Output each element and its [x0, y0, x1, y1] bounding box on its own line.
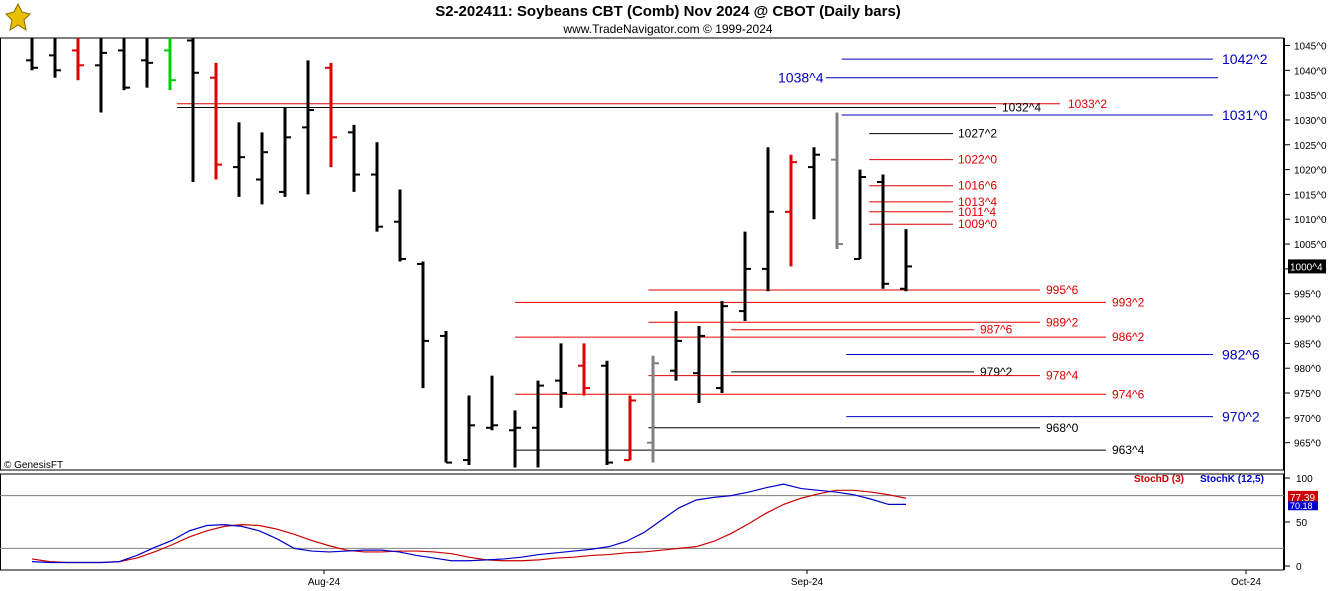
level-label: 1032^4 — [1002, 101, 1041, 115]
level-label: 968^0 — [1046, 421, 1079, 435]
price-tick-label: 970^0 — [1294, 414, 1321, 425]
stochk-value-box — [1288, 501, 1318, 511]
stochk-value-label: 70.18 — [1290, 501, 1313, 511]
stochastic-tick-label: 100 — [1296, 474, 1313, 485]
date-axis: Aug-24 Sep-24 Oct-24 — [308, 570, 1261, 588]
level-label: 1033^2 — [1068, 97, 1107, 111]
level-label: 1022^0 — [958, 153, 997, 167]
price-axis: 1045^0 1040^0 1035^0 1030^0 1025^0 1020^0 1015… — [1284, 38, 1327, 570]
price-levels: 1042^2 1038^4 1033^2 1032^4 1031^0 1027^2 1022… — [176, 51, 1268, 457]
level-label: 974^6 — [1112, 387, 1145, 401]
price-tick-label: 1020^0 — [1294, 166, 1327, 177]
level-label: 963^4 — [1112, 443, 1145, 457]
copyright-text: © GenesisFT — [4, 460, 63, 471]
price-tick-label: 1005^0 — [1294, 240, 1327, 251]
level-label: 1011^4 — [958, 205, 996, 219]
price-tick-label: 1010^0 — [1294, 215, 1327, 226]
price-tick-label: 1045^0 — [1294, 41, 1327, 52]
level-label: 989^2 — [1046, 315, 1079, 329]
level-label: 987^6 — [980, 323, 1013, 337]
price-panel-frame: © GenesisFT — [0, 37, 1284, 471]
price-tick-label: 1040^0 — [1294, 66, 1327, 77]
stochd-value-box — [1288, 490, 1318, 503]
level-label: 993^2 — [1112, 295, 1145, 309]
level-label: 1013^4 — [958, 195, 997, 209]
level-label: 1027^2 — [958, 127, 997, 141]
level-label: 979^2 — [980, 365, 1013, 379]
level-label: 982^6 — [1222, 347, 1260, 363]
level-label: 978^4 — [1046, 369, 1079, 383]
stochastic-line-k — [31, 483, 906, 564]
date-tick-label: Sep-24 — [791, 577, 824, 588]
stochastic-panel-border — [0, 473, 1284, 571]
level-label: 1038^4 — [778, 70, 824, 86]
level-label: 1009^0 — [958, 217, 997, 231]
price-tick-label: 1025^0 — [1294, 141, 1327, 152]
price-tick-label: 1015^0 — [1294, 190, 1327, 201]
price-tick-label: 965^0 — [1294, 439, 1321, 450]
price-tick-label: 985^0 — [1294, 339, 1321, 350]
stochastic-tick-label: 50 — [1296, 518, 1308, 529]
last-price-box — [1288, 259, 1326, 274]
legend-stochk: StochK (12,5) — [1200, 474, 1264, 485]
price-panel-border — [0, 37, 1284, 471]
date-tick-label: Oct-24 — [1231, 577, 1261, 588]
level-label: 995^6 — [1046, 283, 1079, 297]
date-tick-label: Aug-24 — [308, 577, 341, 588]
chart-subtitle: www.TradeNavigator.com © 1999-2024 — [563, 22, 773, 36]
price-tick-label: 1030^0 — [1294, 116, 1327, 127]
price-bars — [26, 38, 912, 468]
stochastic-line-d — [31, 489, 907, 564]
price-tick-label: 980^0 — [1294, 364, 1321, 375]
price-tick-label: 1035^0 — [1294, 91, 1327, 102]
price-tick-label: 990^0 — [1294, 315, 1321, 326]
level-label: 1016^6 — [958, 179, 997, 193]
legend-stochd: StochD (3) — [1134, 474, 1184, 485]
chart-title: S2-202411: Soybeans CBT (Comb) Nov 2024 … — [435, 3, 901, 20]
price-tick-label: 995^0 — [1294, 290, 1321, 301]
level-label: 986^2 — [1112, 330, 1145, 344]
level-label: 1031^0 — [1222, 107, 1268, 123]
last-price-label: 1000^4 — [1290, 262, 1323, 273]
level-label: 1042^2 — [1222, 51, 1268, 67]
stochastic-tick-label: 0 — [1296, 562, 1302, 573]
level-label: 970^2 — [1222, 409, 1260, 425]
stochd-value-label: 77.39 — [1290, 493, 1315, 504]
genesis-logo-icon — [2, 2, 34, 39]
price-tick-label: 975^0 — [1294, 389, 1321, 400]
